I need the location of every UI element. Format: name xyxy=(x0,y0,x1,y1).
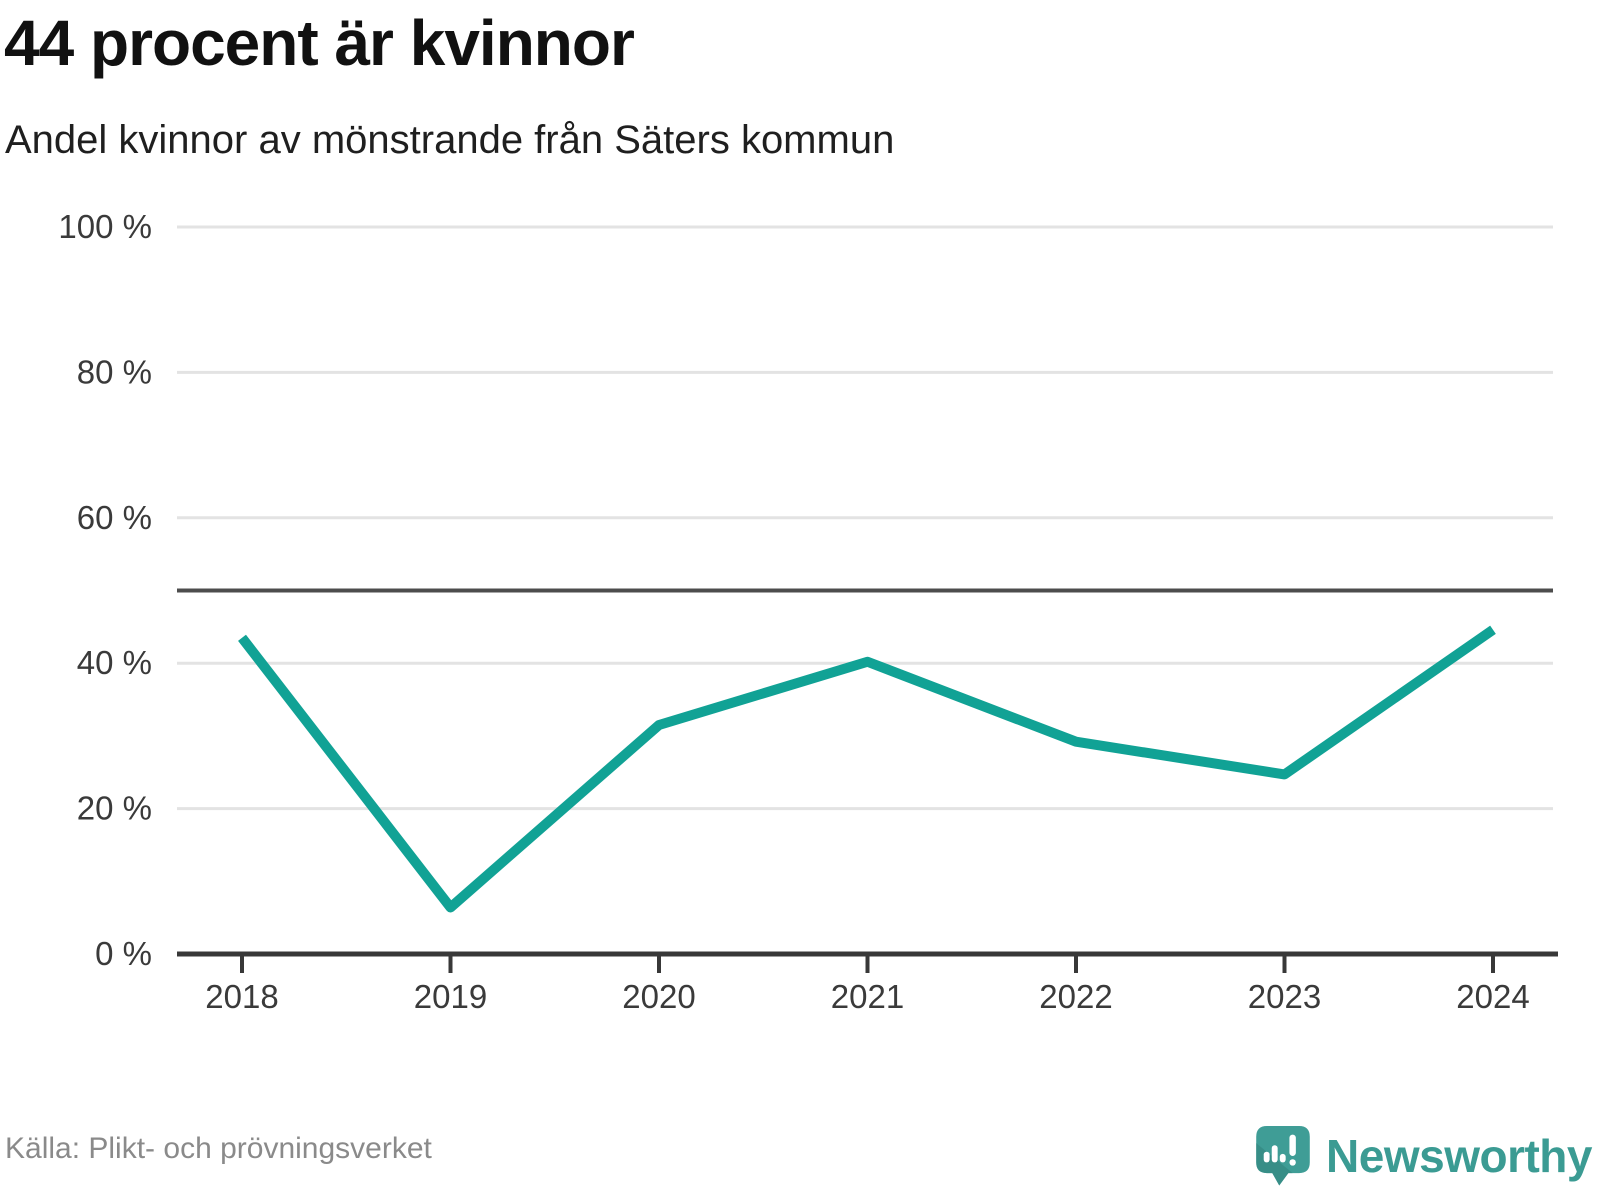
y-tick-label: 80 % xyxy=(77,353,152,390)
source-note: Källa: Plikt- och prövningsverket xyxy=(5,1132,432,1165)
logo-exclamation-bar xyxy=(1289,1134,1296,1156)
logo-bar-1 xyxy=(1263,1151,1270,1163)
x-tick-label: 2020 xyxy=(622,978,695,1015)
y-tick-label: 0 % xyxy=(95,935,152,972)
chart-subtitle: Andel kvinnor av mönstrande från Säters … xyxy=(5,118,895,162)
data-line-series xyxy=(238,625,1496,913)
x-tick-label: 2024 xyxy=(1456,978,1529,1015)
logo-bar-2 xyxy=(1271,1145,1278,1163)
logo-exclamation-dot xyxy=(1289,1159,1296,1166)
y-tick-label: 60 % xyxy=(77,499,152,536)
newsworthy-logo: Newsworthy xyxy=(1256,1126,1592,1186)
newsworthy-wordmark: Newsworthy xyxy=(1326,1130,1592,1182)
newsworthy-logo-icon xyxy=(1256,1126,1310,1186)
x-tick-label: 2019 xyxy=(414,978,487,1015)
y-tick-label: 20 % xyxy=(77,790,152,827)
x-tick-label: 2021 xyxy=(831,978,904,1015)
y-tick-label: 100 % xyxy=(58,208,152,245)
x-tick-label: 2023 xyxy=(1248,978,1321,1015)
chart-title: 44 procent är kvinnor xyxy=(4,7,635,79)
x-tick-label: 2022 xyxy=(1039,978,1112,1015)
x-tick-label: 2018 xyxy=(205,978,278,1015)
y-tick-label: 40 % xyxy=(77,644,152,681)
logo-bar-3 xyxy=(1279,1153,1286,1163)
